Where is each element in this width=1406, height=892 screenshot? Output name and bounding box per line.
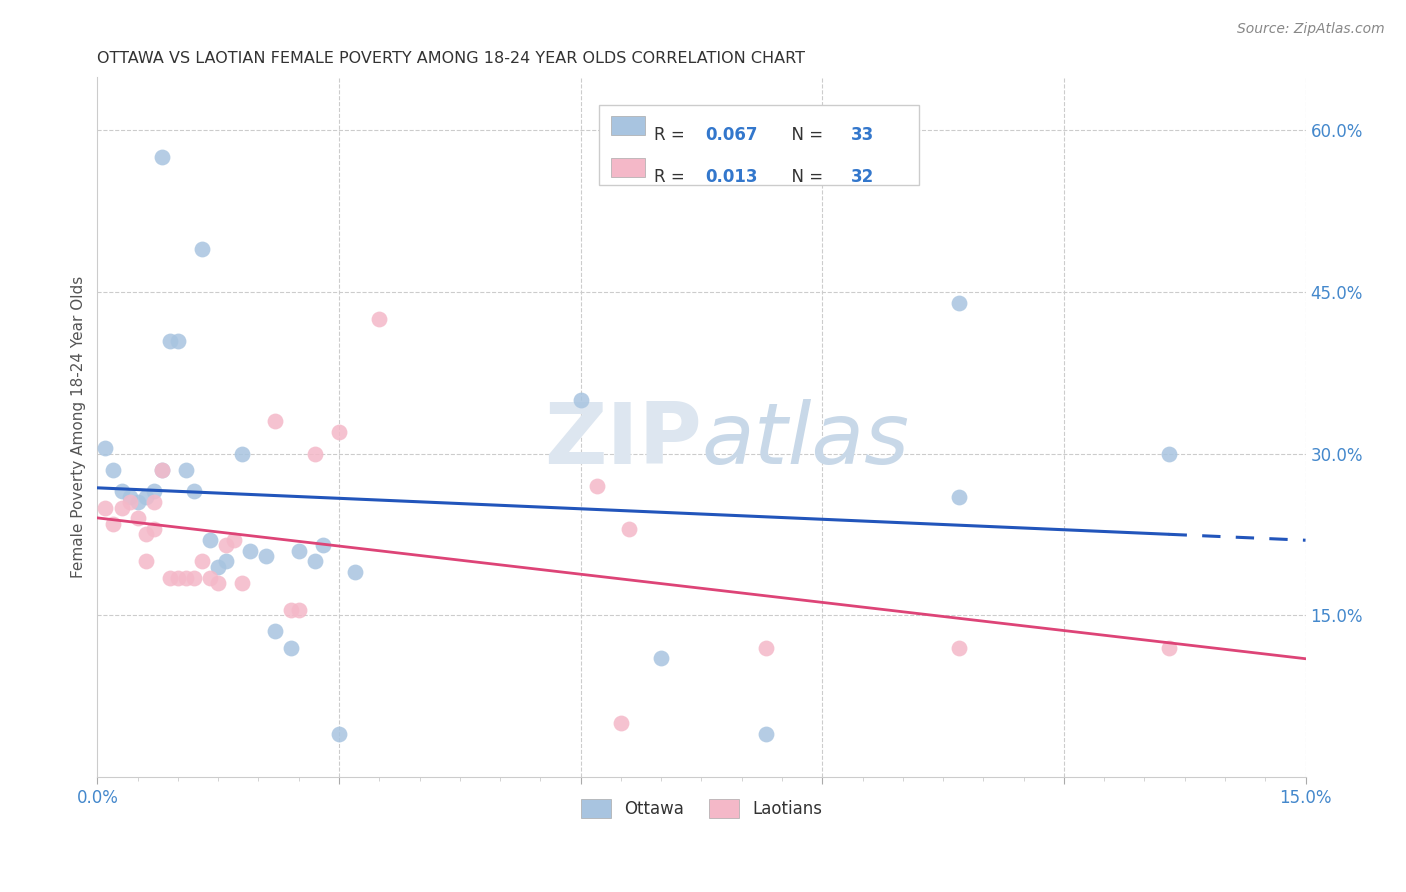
- Point: [328, 727, 350, 741]
- Point: [142, 522, 165, 536]
- Text: OTTAWA VS LAOTIAN FEMALE POVERTY AMONG 18-24 YEAR OLDS CORRELATION CHART: OTTAWA VS LAOTIAN FEMALE POVERTY AMONG 1…: [97, 51, 806, 66]
- Text: 0.067: 0.067: [704, 127, 758, 145]
- FancyBboxPatch shape: [610, 158, 645, 178]
- Point: [948, 640, 970, 655]
- Point: [585, 479, 607, 493]
- Point: [127, 511, 149, 525]
- Point: [183, 570, 205, 584]
- Point: [110, 484, 132, 499]
- Point: [280, 603, 302, 617]
- Text: R =: R =: [654, 169, 690, 186]
- Point: [191, 242, 214, 256]
- Point: [617, 522, 640, 536]
- Text: ZIP: ZIP: [544, 400, 702, 483]
- Point: [287, 603, 309, 617]
- Point: [344, 565, 367, 579]
- Text: 0.013: 0.013: [704, 169, 758, 186]
- Point: [207, 559, 229, 574]
- Point: [135, 554, 157, 568]
- Point: [256, 549, 278, 563]
- Point: [198, 533, 221, 547]
- Point: [263, 414, 285, 428]
- Point: [174, 463, 197, 477]
- Point: [263, 624, 285, 639]
- FancyBboxPatch shape: [610, 116, 645, 136]
- Text: Source: ZipAtlas.com: Source: ZipAtlas.com: [1237, 22, 1385, 37]
- Point: [183, 484, 205, 499]
- Point: [207, 576, 229, 591]
- Point: [368, 312, 391, 326]
- Text: 32: 32: [851, 169, 875, 186]
- Point: [569, 392, 592, 407]
- Point: [280, 640, 302, 655]
- Point: [1157, 640, 1180, 655]
- Point: [198, 570, 221, 584]
- Point: [103, 516, 125, 531]
- Point: [755, 640, 778, 655]
- Point: [948, 490, 970, 504]
- Point: [110, 500, 132, 515]
- Point: [159, 570, 181, 584]
- Point: [150, 463, 173, 477]
- Point: [174, 570, 197, 584]
- Point: [304, 554, 326, 568]
- Point: [167, 334, 190, 348]
- Text: 33: 33: [851, 127, 875, 145]
- Text: R =: R =: [654, 127, 690, 145]
- Point: [287, 543, 309, 558]
- Point: [94, 442, 117, 456]
- Point: [1157, 447, 1180, 461]
- Point: [142, 495, 165, 509]
- Point: [231, 576, 253, 591]
- Point: [231, 447, 253, 461]
- Point: [118, 495, 141, 509]
- Point: [224, 533, 246, 547]
- Point: [127, 495, 149, 509]
- Point: [239, 543, 262, 558]
- Text: N =: N =: [782, 169, 828, 186]
- Point: [304, 447, 326, 461]
- Point: [135, 527, 157, 541]
- Point: [948, 295, 970, 310]
- Point: [159, 334, 181, 348]
- Y-axis label: Female Poverty Among 18-24 Year Olds: Female Poverty Among 18-24 Year Olds: [72, 276, 86, 578]
- Point: [328, 425, 350, 439]
- Point: [215, 554, 238, 568]
- Point: [118, 490, 141, 504]
- Point: [135, 490, 157, 504]
- Point: [142, 484, 165, 499]
- FancyBboxPatch shape: [599, 104, 920, 186]
- Point: [191, 554, 214, 568]
- Point: [103, 463, 125, 477]
- Point: [610, 716, 633, 731]
- Point: [312, 538, 335, 552]
- Point: [650, 651, 672, 665]
- Text: N =: N =: [782, 127, 828, 145]
- Text: atlas: atlas: [702, 400, 910, 483]
- Point: [150, 463, 173, 477]
- Point: [167, 570, 190, 584]
- Point: [215, 538, 238, 552]
- Point: [150, 150, 173, 164]
- Point: [755, 727, 778, 741]
- Legend: Ottawa, Laotians: Ottawa, Laotians: [574, 792, 830, 824]
- Point: [94, 500, 117, 515]
